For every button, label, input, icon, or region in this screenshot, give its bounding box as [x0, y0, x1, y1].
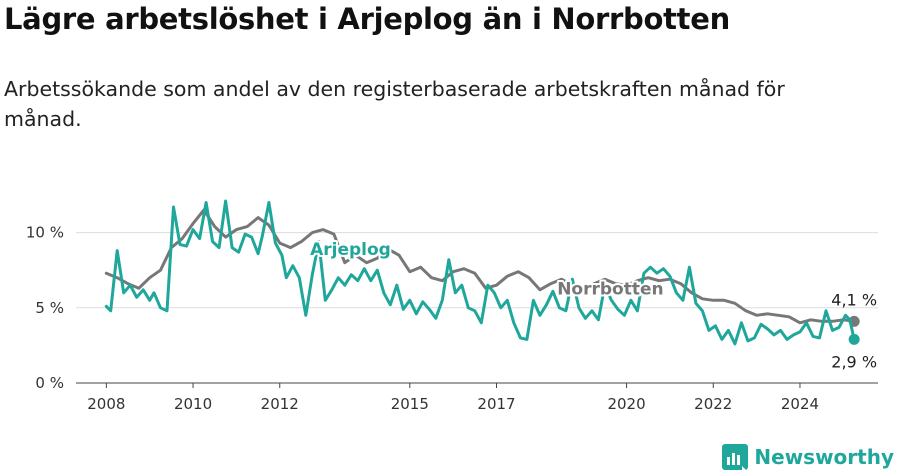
y-tick-label: 10 %	[26, 224, 64, 242]
x-tick-label: 2012	[261, 395, 299, 413]
x-tick-label: 2008	[87, 395, 125, 413]
chart-title: Lägre arbetslöshet i Arjeplog än i Norrb…	[4, 2, 730, 36]
x-tick-label: 2010	[174, 395, 212, 413]
chart-subtitle: Arbetssökande som andel av den registerb…	[4, 77, 785, 131]
y-tick-label: 0 %	[35, 374, 64, 392]
end-value-label-norrbotten: 4,1 %	[831, 290, 877, 309]
x-tick-label: 2015	[391, 395, 429, 413]
brand-name: Newsworthy	[754, 445, 894, 469]
x-tick-label: 2020	[607, 395, 645, 413]
x-tick-label: 2022	[694, 395, 732, 413]
x-tick-label: 2024	[781, 395, 819, 413]
y-tick-label: 5 %	[35, 299, 64, 317]
brand-logo: Newsworthy	[722, 444, 894, 470]
series-label-arjeplog: Arjeplog	[310, 240, 391, 260]
end-value-label-arjeplog: 2,9 %	[831, 352, 877, 371]
series-line-norrbotten	[104, 208, 856, 325]
x-tick-label: 2017	[477, 395, 515, 413]
series-line-arjeplog	[104, 199, 856, 346]
series-label-norrbotten: Norrbotten	[557, 279, 663, 299]
newsworthy-logo-icon	[722, 444, 749, 470]
end-point-arjeplog	[848, 333, 860, 345]
